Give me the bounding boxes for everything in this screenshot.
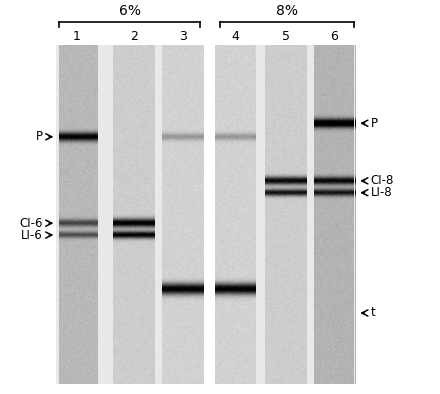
Bar: [203, 45, 215, 384]
Bar: [155, 45, 162, 384]
Text: 2: 2: [130, 30, 138, 43]
Text: 1: 1: [73, 30, 81, 43]
Text: P: P: [370, 117, 378, 130]
Text: 6: 6: [330, 30, 338, 43]
Text: 5: 5: [282, 30, 290, 43]
Text: 8%: 8%: [276, 4, 298, 18]
Bar: [56, 45, 59, 384]
Text: P: P: [36, 130, 43, 143]
Text: 3: 3: [179, 30, 187, 43]
Bar: [59, 45, 354, 384]
Text: 6%: 6%: [119, 4, 141, 18]
Bar: [98, 45, 114, 384]
Text: 4: 4: [231, 30, 239, 43]
Bar: [257, 45, 265, 384]
Text: CI-6: CI-6: [20, 217, 43, 230]
Text: LI-8: LI-8: [370, 186, 392, 199]
Text: LI-6: LI-6: [22, 229, 43, 242]
Bar: [354, 45, 356, 384]
Text: t: t: [370, 307, 375, 320]
Bar: [307, 45, 314, 384]
Text: CI-8: CI-8: [370, 175, 394, 187]
